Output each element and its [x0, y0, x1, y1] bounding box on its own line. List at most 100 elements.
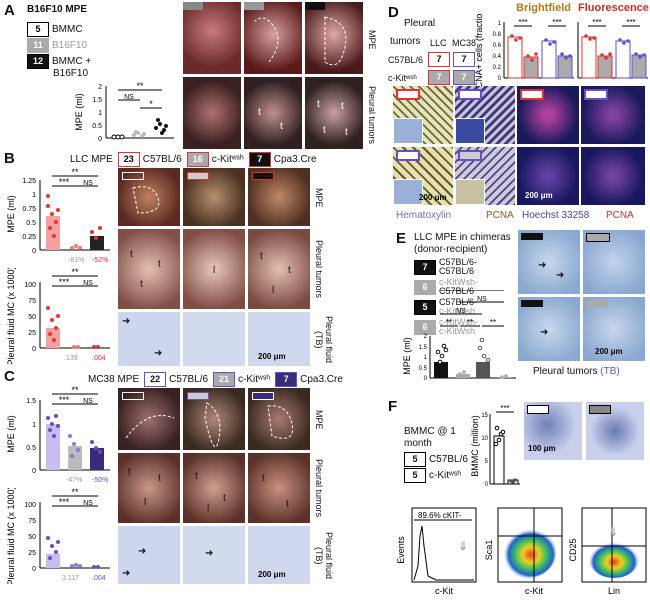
tick: 1 — [32, 192, 36, 199]
tick: 0.75 — [22, 206, 36, 213]
legend-count: 7 — [414, 259, 436, 275]
stat-label: * — [149, 99, 153, 109]
side-label-tumors-b: Pleural tumors — [314, 239, 324, 299]
tick: 1 — [32, 422, 36, 429]
legend-count: 23 — [117, 152, 140, 167]
photo-b-fluid-ckit — [183, 312, 245, 366]
histogram-curve — [413, 525, 474, 581]
tick: 0.5 — [419, 366, 428, 372]
micro-e-1: ➜ ➜ — [518, 230, 580, 294]
bar — [498, 377, 512, 378]
photo-a-mpe-b16 — [244, 2, 302, 74]
tick: 10 — [481, 436, 488, 442]
chart-a-mpe: MPE (ml) 0 0.5 1 1.5 2 ** NS * — [74, 81, 174, 143]
panel-d-legend-title-2: tumors — [390, 36, 421, 47]
caption-tb: (TB) — [600, 366, 620, 377]
y-axis-label: MPE (ml) — [6, 415, 16, 453]
photo-a-tumor-b16: t t — [244, 77, 302, 149]
panel-e-label: E — [396, 230, 407, 247]
micro-d-hoechst-c57 — [517, 86, 579, 144]
photo-a-mpe-bmmc — [183, 2, 241, 74]
tumor-mark: t — [130, 249, 133, 260]
dots-b16f10 — [132, 130, 146, 138]
tumor-mark: t — [258, 107, 261, 118]
legend-label-2: C57BL/6 — [439, 266, 475, 276]
legend-count: 6 — [414, 279, 436, 295]
tick: 1.5 — [419, 345, 428, 351]
y-axis-label: Pleural fluid MC (x 1000) — [6, 268, 16, 364]
f-legend-2: 5 c-Kitʷˢʰ — [404, 468, 461, 483]
tumor-mark: t — [262, 473, 265, 484]
panel-a-legend-2: 11 B16F10 — [27, 38, 87, 53]
annotation: -52% — [92, 257, 108, 264]
side-label-mpe-a: MPE — [367, 30, 377, 50]
dots-c57 — [46, 536, 60, 568]
micro-f-ckit — [586, 402, 644, 460]
flow-sca1-ckit: Sca1 c-Kit — [484, 507, 563, 596]
tick: 0 — [32, 566, 36, 573]
color-marker — [586, 233, 610, 242]
y-ticks: 0 0.5 1 1.5 2 — [92, 84, 102, 143]
micro-d-pcna-ckit — [455, 147, 515, 205]
legend-label-2: c-KitWsh — [439, 306, 475, 316]
side-label-tumors-a: Pleural tumors — [367, 85, 377, 145]
tick: 0.8 — [493, 32, 502, 38]
micro-d-hema-c57 — [393, 86, 453, 144]
dots-ckit — [72, 345, 80, 349]
bar — [541, 40, 557, 79]
stat-label: NS — [83, 180, 93, 187]
panel-e-caption: Pleural tumors (TB) — [533, 366, 620, 377]
stain-pcna-2: PCNA — [606, 210, 634, 221]
side-label-tumors-c: Pleural tumors — [314, 458, 324, 518]
annotation: 3.117 — [62, 575, 79, 582]
e-legend-1: 7 C57BL/6- C57BL/6 — [414, 258, 477, 276]
stat-label: *** — [59, 395, 70, 405]
color-marker — [187, 392, 209, 400]
stat-label: ** — [446, 318, 452, 327]
y-axis-label: CD25 — [568, 538, 578, 561]
bar — [631, 54, 647, 79]
col-llc: LLC — [430, 38, 447, 48]
legend-count: 12 — [27, 54, 49, 69]
micro-e-3: ➜ — [518, 297, 580, 361]
stat-label: *** — [552, 18, 561, 27]
chart-c-mpe: MPE (ml) 0 0.5 1 1.5 ** *** NS -47% -50% — [6, 386, 110, 484]
dots-c57 — [46, 194, 60, 250]
count-mc38: 7 — [453, 70, 475, 85]
head-fluorescence: Fluorescence — [578, 2, 649, 14]
f-legend-1: 5 C57BL/6 — [404, 452, 468, 467]
row-label: C57BL/6 — [388, 54, 424, 65]
stat-label: ** — [469, 290, 475, 291]
photo-b-mpe-c57 — [118, 168, 180, 226]
panel-a-legend-3: 12 BMMC + — [27, 54, 91, 69]
panel-d-label: D — [388, 4, 399, 21]
tumor-mark: t — [345, 127, 348, 138]
flow-cd25-lin: CD25 ⇓ Lin — [568, 507, 647, 596]
photo-b-fluid-cpa3: 200 μm — [248, 312, 310, 366]
legend-count: 5 — [27, 22, 49, 37]
bar — [456, 374, 470, 378]
scalebar-label: 200 μm — [258, 570, 286, 579]
row-label: c-Kitʷˢʰ — [388, 72, 417, 83]
tick: 75 — [28, 298, 36, 305]
stat-label: ** — [467, 318, 473, 327]
legend-label: Cpa3.Cre — [300, 374, 343, 385]
stat-label: *** — [59, 277, 70, 287]
micro-d-pcna-fluor-ckit — [581, 147, 645, 205]
chart-b-mpe: MPE (ml) 0 0.25 0.5 0.75 1 1.25 ** *** N… — [6, 167, 110, 264]
stain-hematoxylin: Hematoxylin — [396, 210, 452, 221]
photo-c-fluid-ckit: ➜ — [183, 526, 245, 584]
bar — [507, 36, 523, 79]
tumor-mark: t — [223, 493, 226, 504]
stain-hoechst: Hoechst 33258 — [522, 210, 590, 221]
dots-cpa3 — [90, 226, 104, 250]
tick: 0.4 — [493, 54, 502, 60]
bar — [523, 56, 539, 79]
legend-label: Cpa3.Cre — [273, 154, 317, 165]
arrow-icon: ➜ — [538, 260, 547, 271]
stat-label: ** — [71, 488, 79, 497]
legend-count: 21 — [213, 372, 236, 387]
photo-c-tumor-c57: t t l — [118, 453, 180, 523]
arrow-icon: ➜ — [154, 348, 163, 359]
tick: 1 — [424, 355, 428, 361]
